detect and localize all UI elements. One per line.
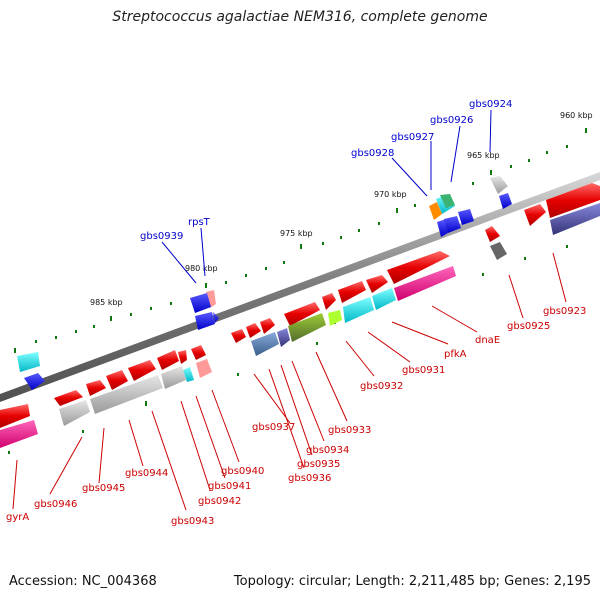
tick-label-965: 965 kbp	[467, 151, 500, 160]
accession-text: Accession: NC_004368	[9, 574, 157, 589]
gene-label-gbs0941: gbs0941	[208, 481, 251, 492]
map-title: Streptococcus agalactiae NEM316, complet…	[112, 9, 488, 25]
genome-summary-text: Topology: circular; Length: 2,211,485 bp…	[233, 574, 591, 589]
gene-label-gbs0932: gbs0932	[360, 381, 403, 392]
gene-label-pfkA: pfkA	[444, 349, 467, 360]
gene-label-gbs0944: gbs0944	[125, 468, 168, 479]
gene-label-gbs0925: gbs0925	[507, 321, 550, 332]
gene-label-gbs0924: gbs0924	[469, 99, 512, 110]
tick-label-975: 975 kbp	[280, 229, 313, 238]
tick-label-985: 985 kbp	[90, 298, 123, 307]
reverse-genes	[24, 193, 512, 390]
colored-genes	[0, 176, 600, 448]
gene-label-gbs0937: gbs0937	[252, 422, 295, 433]
gene-label-gbs0943: gbs0943	[171, 516, 214, 527]
forward-genes	[0, 183, 600, 428]
gene-label-gbs0942: gbs0942	[198, 496, 241, 507]
gene-label-gbs0931: gbs0931	[402, 365, 445, 376]
gene-label-gbs0933: gbs0933	[328, 425, 371, 436]
gene-label-rpsT: rpsT	[188, 217, 211, 228]
gene-label-gbs0926: gbs0926	[430, 115, 473, 126]
gene-label-gbs0945: gbs0945	[82, 483, 125, 494]
top-label-leaders	[161, 109, 492, 284]
tick-label-980: 980 kbp	[185, 264, 218, 273]
gene-label-gbs0940: gbs0940	[221, 466, 264, 477]
gene-label-gbs0946: gbs0946	[34, 499, 77, 510]
gene-label-gbs0923: gbs0923	[543, 306, 586, 317]
gene-label-gbs0939: gbs0939	[140, 231, 183, 242]
genome-backbone	[0, 172, 600, 402]
gene-label-gbs0935: gbs0935	[297, 459, 340, 470]
tick-label-960: 960 kbp	[560, 111, 593, 120]
gene-label-gbs0927: gbs0927	[391, 132, 434, 143]
gene-label-gbs0928: gbs0928	[351, 148, 394, 159]
gene-label-dnaE: dnaE	[475, 335, 500, 346]
bottom-label-leaders	[12, 252, 567, 511]
gene-label-gbs0936: gbs0936	[288, 473, 331, 484]
gene-label-gbs0934: gbs0934	[306, 445, 349, 456]
gene-label-gyrA: gyrA	[6, 512, 29, 523]
tick-label-970: 970 kbp	[374, 190, 407, 199]
